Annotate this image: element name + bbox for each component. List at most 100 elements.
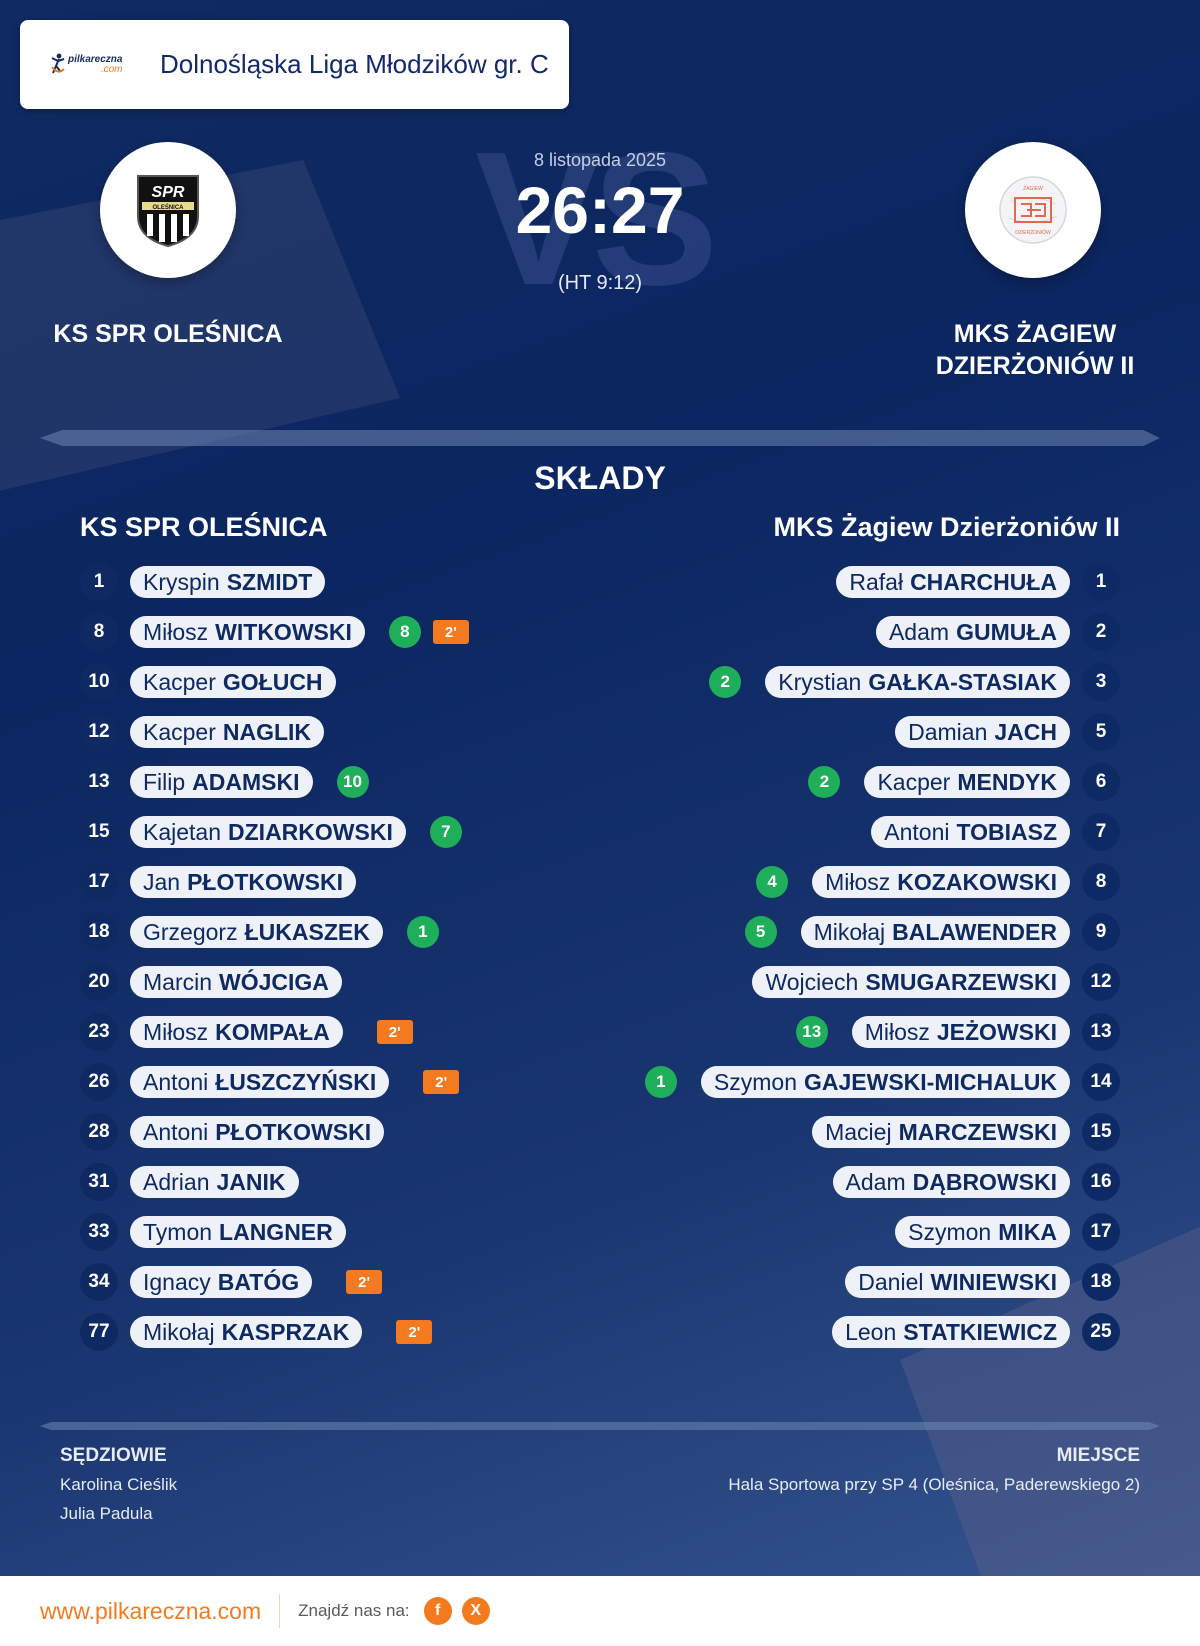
shirt-number: 13 xyxy=(80,763,118,801)
vs-watermark: VS xyxy=(475,113,718,325)
svg-text:ŻAGIEW: ŻAGIEW xyxy=(1023,185,1043,192)
player-row: 17 Jan PŁOTKOWSKI xyxy=(80,857,469,907)
goals-badge: 1 xyxy=(406,916,439,948)
player-row: 15 Kajetan DZIARKOWSKI 7 xyxy=(80,807,469,857)
goals-badge: 8 xyxy=(388,616,421,648)
svg-text:DZIERŻONIÓW: DZIERŻONIÓW xyxy=(1015,229,1051,236)
player-name: Adam DĄBROWSKI xyxy=(832,1166,1070,1198)
shirt-number: 8 xyxy=(1082,863,1120,901)
player-row: 34 Ignacy BATÓG 2' xyxy=(80,1257,469,1307)
player-name: Kajetan DZIARKOWSKI xyxy=(130,816,406,848)
player-name: Adam GUMUŁA xyxy=(875,616,1070,648)
shirt-number: 8 xyxy=(80,613,118,651)
player-row: Daniel WINIEWSKI 18 xyxy=(645,1257,1120,1307)
player-name: Szymon GAJEWSKI-MICHALUK xyxy=(700,1066,1070,1098)
shirt-number: 17 xyxy=(1082,1213,1120,1251)
brand-suffix: .com xyxy=(100,63,123,75)
shirt-number: 20 xyxy=(80,963,118,1001)
player-name: Maciej MARCZEWSKI xyxy=(812,1116,1070,1148)
shirt-number: 2 xyxy=(1082,613,1120,651)
shirt-number: 77 xyxy=(80,1313,118,1351)
player-name: Ignacy BATÓG xyxy=(130,1266,313,1298)
shirt-number: 25 xyxy=(1082,1313,1120,1351)
goals-badge: 1 xyxy=(644,1066,677,1098)
referee-name: Karolina Cieślik xyxy=(60,1475,178,1494)
player-row: 31 Adrian JANIK xyxy=(80,1157,469,1207)
facebook-icon[interactable]: f xyxy=(423,1597,452,1625)
player-row: Wojciech SMUGARZEWSKI 12 xyxy=(645,957,1120,1007)
goals-badge: 4 xyxy=(756,866,789,898)
shirt-number: 13 xyxy=(1082,1013,1120,1051)
player-row: Damian JACH 5 xyxy=(645,707,1120,757)
divider xyxy=(40,1422,1160,1430)
player-name: Antoni ŁUSZCZYŃSKI xyxy=(130,1066,390,1098)
player-row: 2 Kacper MENDYK 6 xyxy=(645,757,1120,807)
goals-badge: 2 xyxy=(709,666,742,698)
player-name: Kryspin SZMIDT xyxy=(130,566,326,598)
player-name: Damian JACH xyxy=(895,716,1070,748)
player-name: Mikołaj KASPRZAK xyxy=(130,1316,363,1348)
player-name: Wojciech SMUGARZEWSKI xyxy=(752,966,1070,998)
player-row: Leon STATKIEWICZ 25 xyxy=(645,1307,1120,1357)
away-lineup-title: MKS Żagiew Dzierżoniów II xyxy=(773,512,1120,542)
player-row: 12 Kacper NAGLIK xyxy=(80,707,469,757)
away-team-logo: ŻAGIEW DZIERŻONIÓW xyxy=(965,142,1101,278)
penalty-badge: 2' xyxy=(376,1020,413,1044)
player-name: Filip ADAMSKI xyxy=(130,766,313,798)
player-name: Kacper MENDYK xyxy=(864,766,1070,798)
player-name: Antoni TOBIASZ xyxy=(871,816,1070,848)
player-name: Mikołaj BALAWENDER xyxy=(800,916,1070,948)
website-link[interactable]: www.pilkareczna.com xyxy=(40,1597,262,1624)
player-row: 5 Mikołaj BALAWENDER 9 xyxy=(645,907,1120,957)
referee-name: Julia Padula xyxy=(60,1504,153,1523)
player-row: 77 Mikołaj KASPRZAK 2' xyxy=(80,1307,469,1357)
officials-section: SĘDZIOWIE Karolina Cieślik Julia Padula xyxy=(60,1445,177,1533)
player-row: 13 Filip ADAMSKI 10 xyxy=(80,757,469,807)
player-name: Kacper GOŁUCH xyxy=(130,666,336,698)
svg-text:OLEŚNICA: OLEŚNICA xyxy=(152,204,184,211)
player-row: 8 Miłosz WITKOWSKI 8 2' xyxy=(80,607,469,657)
player-name: Miłosz WITKOWSKI xyxy=(130,616,365,648)
pilkareczna-logo: pilkareczna .com xyxy=(50,50,140,80)
lineups-title: SKŁADY xyxy=(534,460,666,496)
shirt-number: 6 xyxy=(1082,763,1120,801)
shirt-number: 1 xyxy=(80,563,118,601)
halftime-score: (HT 9:12) xyxy=(557,272,643,294)
player-row: 33 Tymon LANGNER xyxy=(80,1207,469,1257)
shirt-number: 7 xyxy=(1082,813,1120,851)
player-name: Rafał CHARCHUŁA xyxy=(836,566,1070,598)
x-icon[interactable]: X xyxy=(461,1597,490,1625)
player-row: 20 Marcin WÓJCIGA xyxy=(80,957,469,1007)
spr-olesnica-crest-icon: SPR OLEŚNICA xyxy=(137,175,199,248)
player-row: Szymon MIKA 17 xyxy=(645,1207,1120,1257)
player-row: 18 Grzegorz ŁUKASZEK 1 xyxy=(80,907,469,957)
venue-section: MIEJSCE Hala Sportowa przy SP 4 (Oleśnic… xyxy=(728,1445,1140,1504)
shirt-number: 9 xyxy=(1082,913,1120,951)
home-lineup-title: KS SPR OLEŚNICA xyxy=(80,512,328,542)
player-row: 4 Miłosz KOZAKOWSKI 8 xyxy=(645,857,1120,907)
shirt-number: 12 xyxy=(1082,963,1120,1001)
player-row: 13 Miłosz JEŻOWSKI 13 xyxy=(645,1007,1120,1057)
svg-text:SPR: SPR xyxy=(152,184,185,201)
player-name: Antoni PŁOTKOWSKI xyxy=(130,1116,385,1148)
player-row: 2 Krystian GAŁKA-STASIAK 3 xyxy=(645,657,1120,707)
shirt-number: 34 xyxy=(80,1263,118,1301)
shirt-number: 28 xyxy=(80,1113,118,1151)
officials-title: SĘDZIOWIE xyxy=(60,1445,167,1466)
player-row: Maciej MARCZEWSKI 15 xyxy=(645,1107,1120,1157)
footer: www.pilkareczna.com Znajdź nas na: f X xyxy=(0,1576,1200,1646)
player-name: Adrian JANIK xyxy=(130,1166,299,1198)
shirt-number: 1 xyxy=(1082,563,1120,601)
player-name: Daniel WINIEWSKI xyxy=(845,1266,1070,1298)
player-name: Miłosz KOMPAŁA xyxy=(130,1016,343,1048)
away-roster: Rafał CHARCHUŁA 1 Adam GUMUŁA 2 2 Krystian… xyxy=(644,557,1120,1357)
shirt-number: 31 xyxy=(80,1163,118,1201)
player-name: Jan PŁOTKOWSKI xyxy=(130,866,356,898)
shirt-number: 10 xyxy=(80,663,118,701)
shirt-number: 17 xyxy=(80,863,118,901)
player-name: Tymon LANGNER xyxy=(130,1216,346,1248)
zagiew-dzierzoniow-crest-icon: ŻAGIEW DZIERŻONIÓW xyxy=(999,176,1067,244)
shirt-number: 14 xyxy=(1082,1063,1120,1101)
player-name: Miłosz JEŻOWSKI xyxy=(851,1016,1070,1048)
final-score: 26:27 xyxy=(515,173,685,247)
